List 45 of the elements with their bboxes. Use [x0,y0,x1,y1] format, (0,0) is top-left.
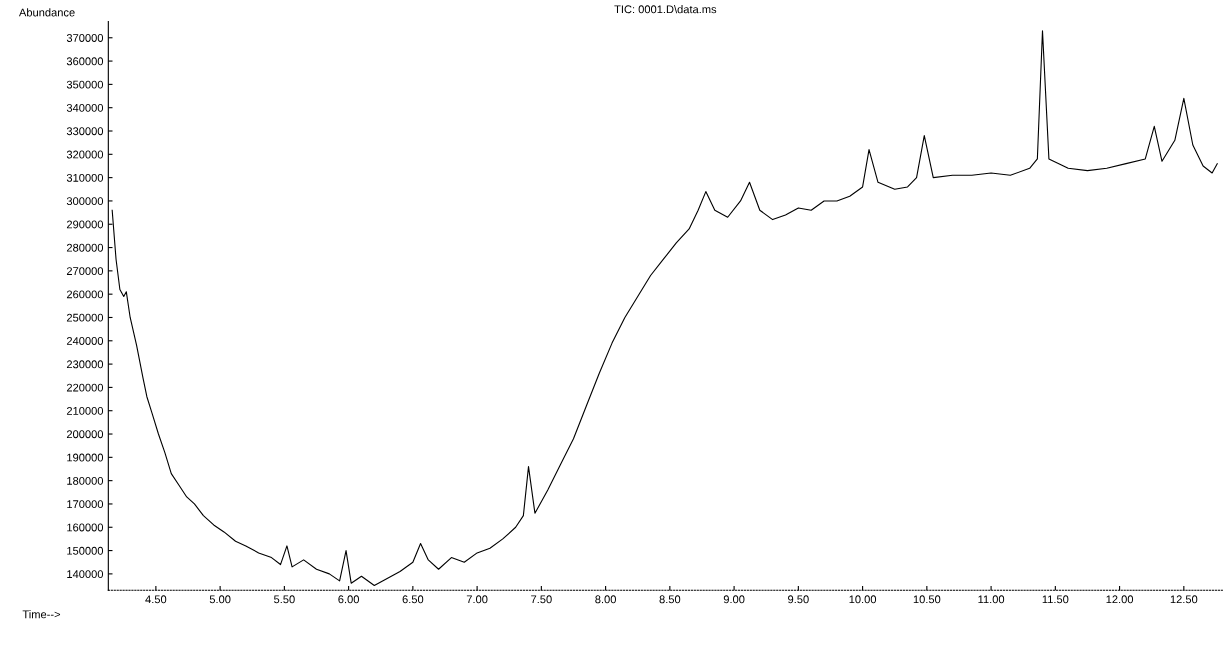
y-tick-label: 160000 [67,523,104,532]
y-tick-label: 280000 [66,243,104,252]
y-tick-label: 260000 [66,290,104,299]
y-tick-label: 270000 [66,267,104,275]
y-tick-label: 350000 [66,80,104,89]
x-tick-label: 5.50 [274,595,295,604]
line-series [111,30,1218,587]
x-tick-label: 6.00 [338,595,359,604]
x-tick-label: 12.50 [1170,595,1198,604]
y-tick-label: 230000 [66,360,104,369]
y-tick-label: 360000 [66,57,104,66]
y-tick-label: 210000 [66,406,104,415]
x-tick-label: 9.00 [723,595,745,604]
x-tick-label: 7.50 [531,595,552,604]
y-tick-label: 340000 [66,103,104,112]
y-tick-label: 370000 [66,34,104,42]
y-tick-label: 200000 [66,430,104,439]
y-tick-label: 300000 [66,197,104,206]
y-tick-label: 290000 [66,220,104,229]
y-tick-label: 250000 [66,313,104,322]
y-tick-label: 150000 [67,546,104,555]
x-tick-label: 10.50 [913,595,941,604]
x-axis-title: Time--> [22,610,61,619]
y-tick-label: 320000 [66,150,104,159]
x-tick-label: 5.00 [209,595,231,604]
y-tick-label: 240000 [66,337,104,345]
y-tick-label: 220000 [66,383,104,392]
x-tick-label: 6.50 [402,595,424,604]
y-axis-title: Abundance [18,8,75,17]
x-tick-label: 4.50 [145,595,167,604]
x-tick-label: 8.50 [659,595,681,604]
x-tick-label: 12.00 [1106,595,1134,604]
x-tick-label: 11.50 [1042,595,1069,604]
chart-title: TIC: 0001.D\data.ms [614,5,717,14]
y-tick-label: 330000 [66,127,104,136]
x-tick-label: 8.00 [595,595,616,604]
y-tick-label: 180000 [67,476,104,485]
x-tick-label: 10.00 [849,595,877,604]
y-tick-label: 190000 [67,453,104,462]
x-tick-label: 7.00 [466,595,488,604]
x-tick-label: 11.00 [978,595,1005,604]
x-tick-label: 9.50 [788,595,809,604]
y-tick-label: 170000 [67,500,104,509]
y-tick-label: 310000 [66,173,104,182]
y-tick-label: 140000 [67,570,104,579]
